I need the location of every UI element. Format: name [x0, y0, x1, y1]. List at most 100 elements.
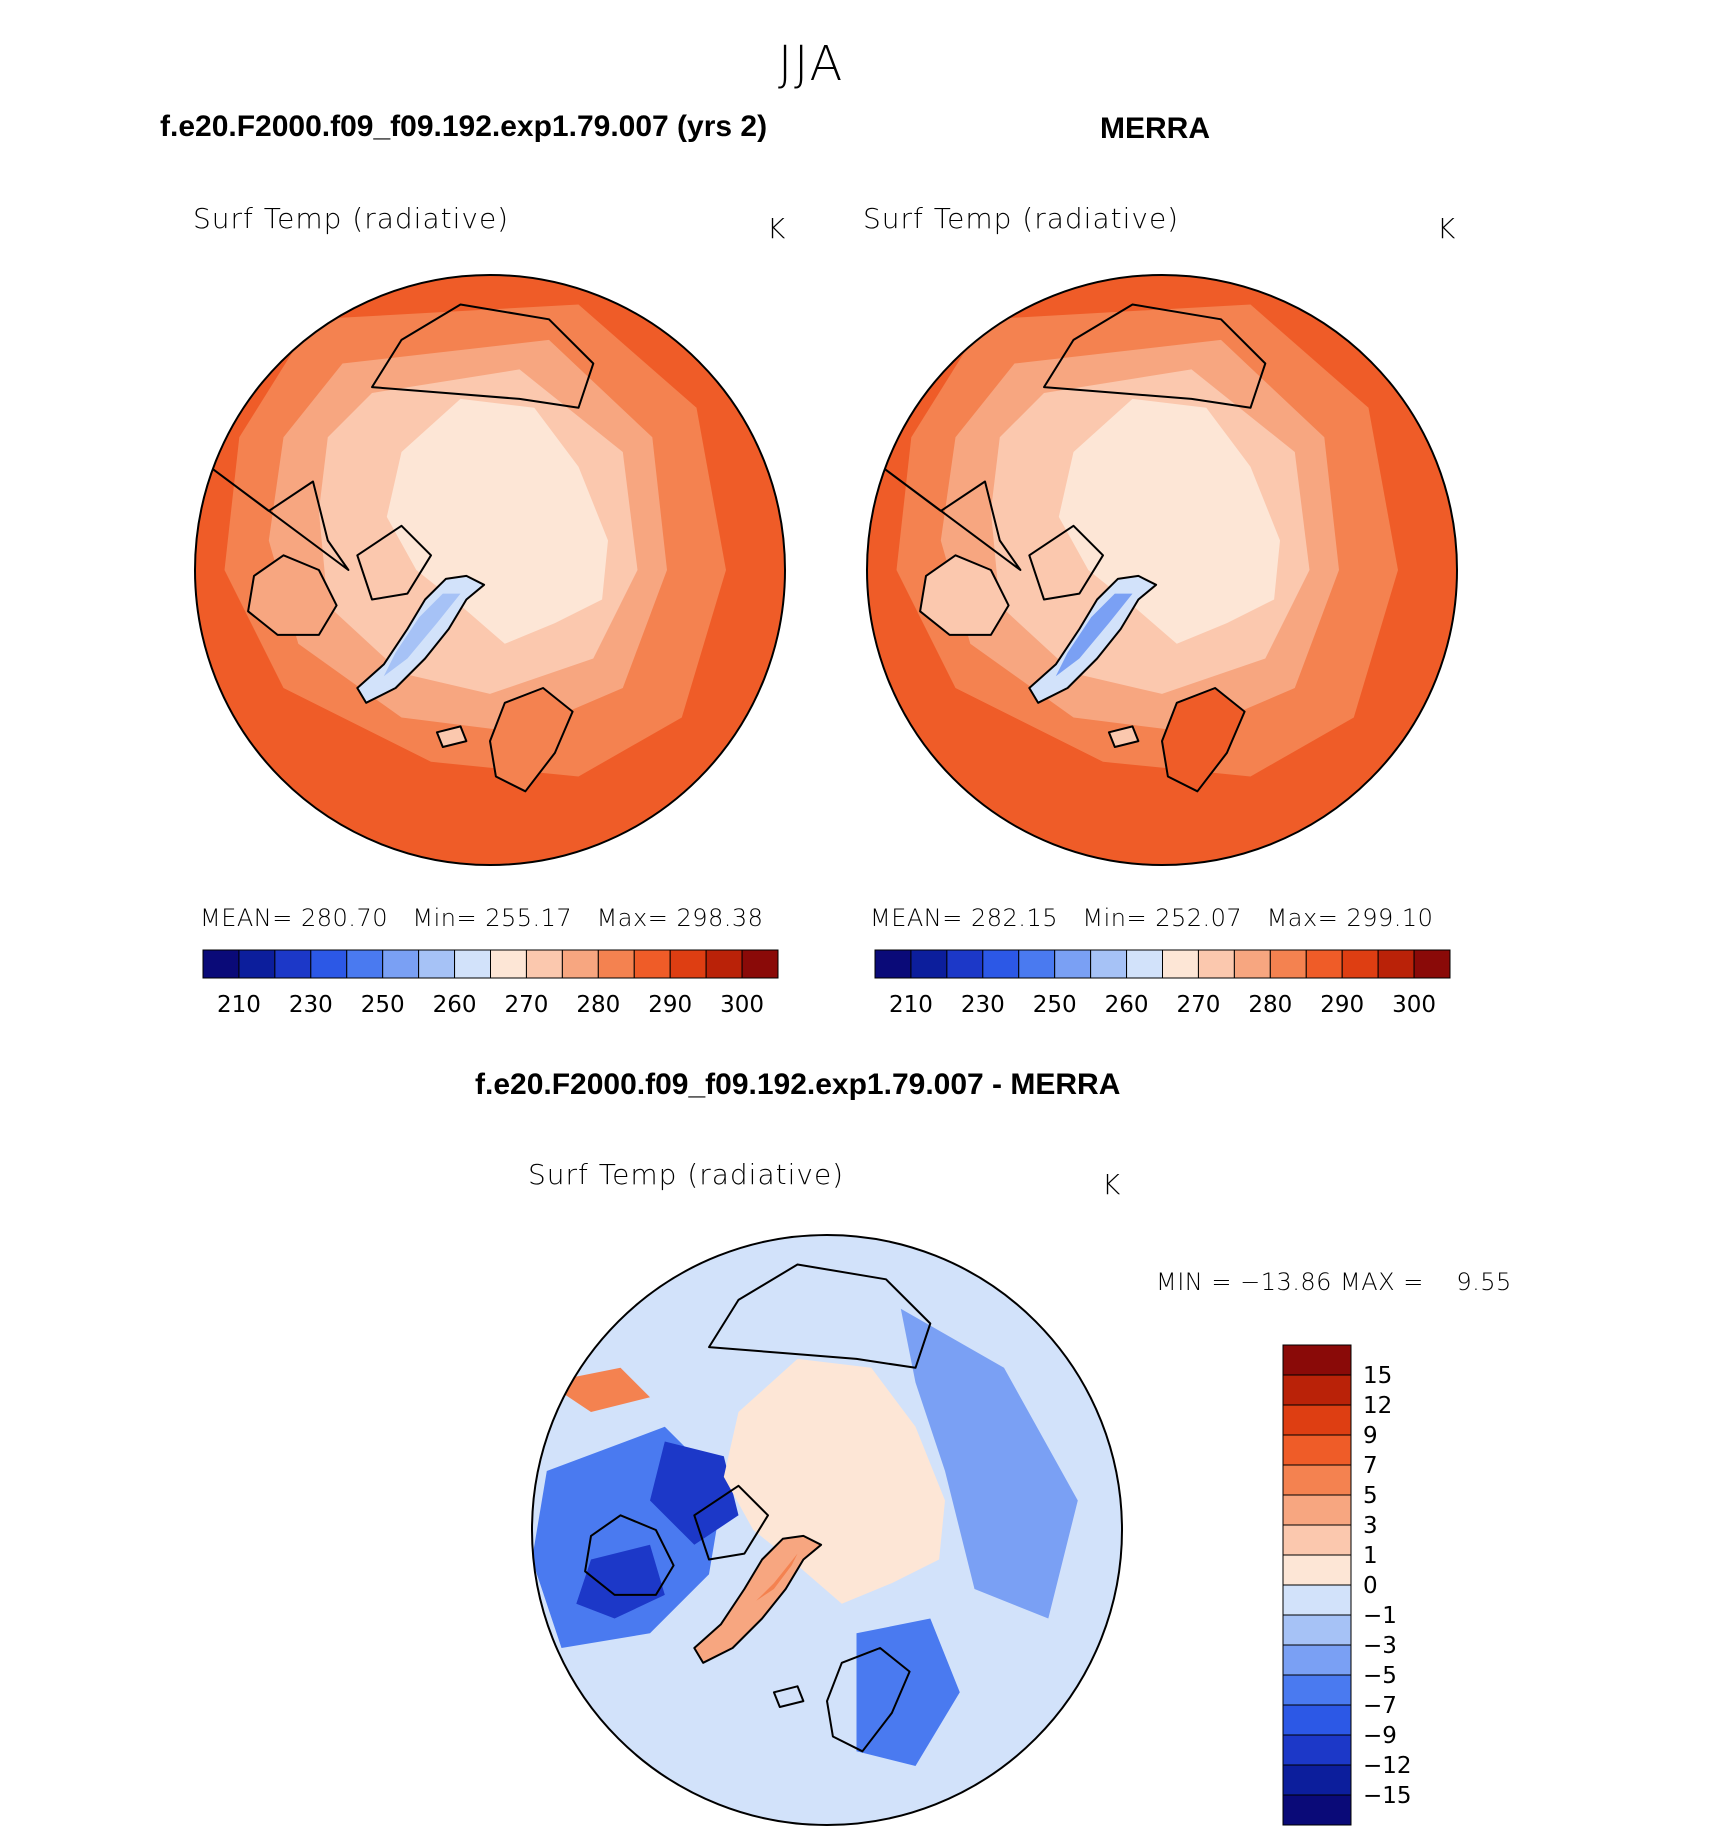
hudson-bay — [919, 554, 1010, 636]
colorbar-2-swatch — [946, 949, 984, 979]
panel-1-min: 255.17 — [485, 904, 573, 932]
colorbar-1-swatch — [597, 949, 635, 979]
colorbar-2-swatch — [1233, 949, 1271, 979]
colorbar-1-swatch — [633, 949, 671, 979]
colorbar-1-swatch — [274, 949, 312, 979]
colorbar-3-swatch — [1282, 1764, 1352, 1796]
colorbar-3-swatch — [1282, 1464, 1352, 1496]
colorbar-1-swatch — [346, 949, 384, 979]
alaska-coast — [208, 465, 350, 571]
colorbar-3-tick-label: −1 — [1363, 1603, 1397, 1629]
colorbar-1-swatch — [705, 949, 743, 979]
colorbar-3-swatch — [1282, 1434, 1352, 1466]
panel-3-variable: Surf Temp (radiative) — [528, 1158, 845, 1191]
colorbar-2-tick-label: 280 — [1248, 992, 1292, 1018]
colorbar-3-tick-label: −7 — [1363, 1693, 1397, 1719]
colorbar-3-tick-label: 12 — [1363, 1393, 1392, 1419]
panel-3-units: K — [1102, 1168, 1122, 1201]
map-3 — [531, 1234, 1123, 1826]
colorbar-2-swatch — [1090, 949, 1128, 979]
panel-3-stats: MIN = −13.86 MAX = 9.55 — [1156, 1268, 1512, 1296]
colorbar-2-tick-label: 250 — [1033, 992, 1077, 1018]
colorbar-3-swatch — [1282, 1554, 1352, 1586]
colorbar-3-swatch — [1282, 1614, 1352, 1646]
colorbar-2-swatch — [1054, 949, 1092, 979]
colorbar-3-swatch — [1282, 1404, 1352, 1436]
colorbar-3-tick-label: 7 — [1363, 1453, 1378, 1479]
greenland-interior — [1055, 593, 1133, 677]
colorbar-3-swatch — [1282, 1734, 1352, 1766]
panel-2-units: K — [1437, 212, 1457, 245]
panel-2-title: MERRA — [1100, 112, 1210, 145]
colorbar-3-swatch — [1282, 1344, 1352, 1376]
colorbar-1-swatch — [669, 949, 707, 979]
colorbar-2-tick-label: 270 — [1176, 992, 1220, 1018]
map-2-border — [866, 274, 1458, 866]
colorbar-1-tick-label: 230 — [289, 992, 333, 1018]
diff-archipelago — [693, 1484, 769, 1561]
colorbar-1-tick-label: 250 — [361, 992, 405, 1018]
panel-1-stats: MEAN= 280.70 Min= 255.17 Max= 298.38 — [200, 904, 763, 932]
colorbar-2-swatch — [1269, 949, 1307, 979]
map-1-field — [195, 275, 785, 865]
colorbar-3-tick-label: 3 — [1363, 1513, 1378, 1539]
diff-scandinavia — [826, 1647, 911, 1753]
scandinavia — [489, 687, 574, 793]
colorbar-2-swatch — [1413, 949, 1451, 979]
colorbar-3-tick-label: 9 — [1363, 1423, 1378, 1449]
colorbar-2-swatch — [910, 949, 948, 979]
panel-1-max-label: Max= — [596, 904, 669, 932]
panel-1-min-label: Min= — [412, 904, 478, 932]
colorbar-1-tick-label: 300 — [720, 992, 764, 1018]
colorbar-3-swatch — [1282, 1524, 1352, 1556]
colorbar-1-swatch — [310, 949, 348, 979]
panel-1-mean-label: MEAN= — [200, 904, 293, 932]
colorbar-2-swatch — [1341, 949, 1379, 979]
colorbar-2-tick-label: 230 — [961, 992, 1005, 1018]
figure-title: JJA — [778, 36, 845, 92]
colorbar-2: 210 230 250 260 270 280 290 300 — [874, 949, 1451, 1018]
colorbar-1-swatch — [561, 949, 599, 979]
colorbar-3-tick-label: −15 — [1363, 1783, 1412, 1809]
colorbar-1-swatch — [382, 949, 420, 979]
colorbar-1-tick-label: 210 — [217, 992, 261, 1018]
map-3-border — [531, 1234, 1123, 1826]
panel-1-units: K — [767, 212, 787, 245]
map-1-border — [194, 274, 786, 866]
diff-hudson-cold — [576, 1544, 665, 1619]
diff-siberia-cold — [900, 1308, 1078, 1619]
colorbar-1-swatch — [202, 949, 240, 979]
colorbar-3: 15 12 9 7 5 3 1 0 −1 −3 −5 −7 −9 −12 −15 — [1282, 1344, 1412, 1826]
panel-3-title: f.e20.F2000.f09_f09.192.exp1.79.007 - ME… — [475, 1068, 1121, 1101]
colorbar-3-tick-label: −3 — [1363, 1633, 1397, 1659]
colorbar-1-swatch — [454, 949, 491, 979]
panel-2-mean: 282.15 — [971, 904, 1058, 932]
diff-hudson-bay — [584, 1514, 675, 1596]
map-1 — [194, 274, 786, 866]
panel-2-max: 299.10 — [1346, 904, 1434, 932]
siberian-coast — [1043, 303, 1267, 409]
colorbar-1-tick-label: 290 — [648, 992, 692, 1018]
scandinavia — [1161, 687, 1246, 793]
diff-iceland — [772, 1685, 805, 1708]
colorbar-1-swatch — [525, 949, 563, 979]
panel-1-variable: Surf Temp (radiative) — [193, 202, 510, 235]
map-2-field — [867, 275, 1457, 865]
hudson-bay — [247, 554, 338, 636]
colorbar-3-tick-label: −12 — [1363, 1753, 1412, 1779]
canadian-archipelago — [1028, 524, 1104, 601]
colorbar-3-tick-label: −5 — [1363, 1663, 1397, 1689]
map-3-field — [532, 1235, 1122, 1825]
canadian-archipelago — [356, 524, 432, 601]
colorbar-2-swatch — [1377, 949, 1415, 979]
colorbar-2-swatch — [1126, 949, 1163, 979]
colorbar-3-tick-label: 0 — [1363, 1573, 1378, 1599]
colorbar-2-swatch — [1305, 949, 1343, 979]
colorbar-3-tick-label: 15 — [1363, 1363, 1392, 1389]
diff-archipelago-cold — [650, 1441, 739, 1545]
colorbar-1: 210 230 250 260 270 280 290 300 — [202, 949, 779, 1018]
colorbar-3-swatch — [1282, 1374, 1352, 1406]
colorbar-1-swatch — [741, 949, 779, 979]
colorbar-3-tick-label: 1 — [1363, 1543, 1378, 1569]
